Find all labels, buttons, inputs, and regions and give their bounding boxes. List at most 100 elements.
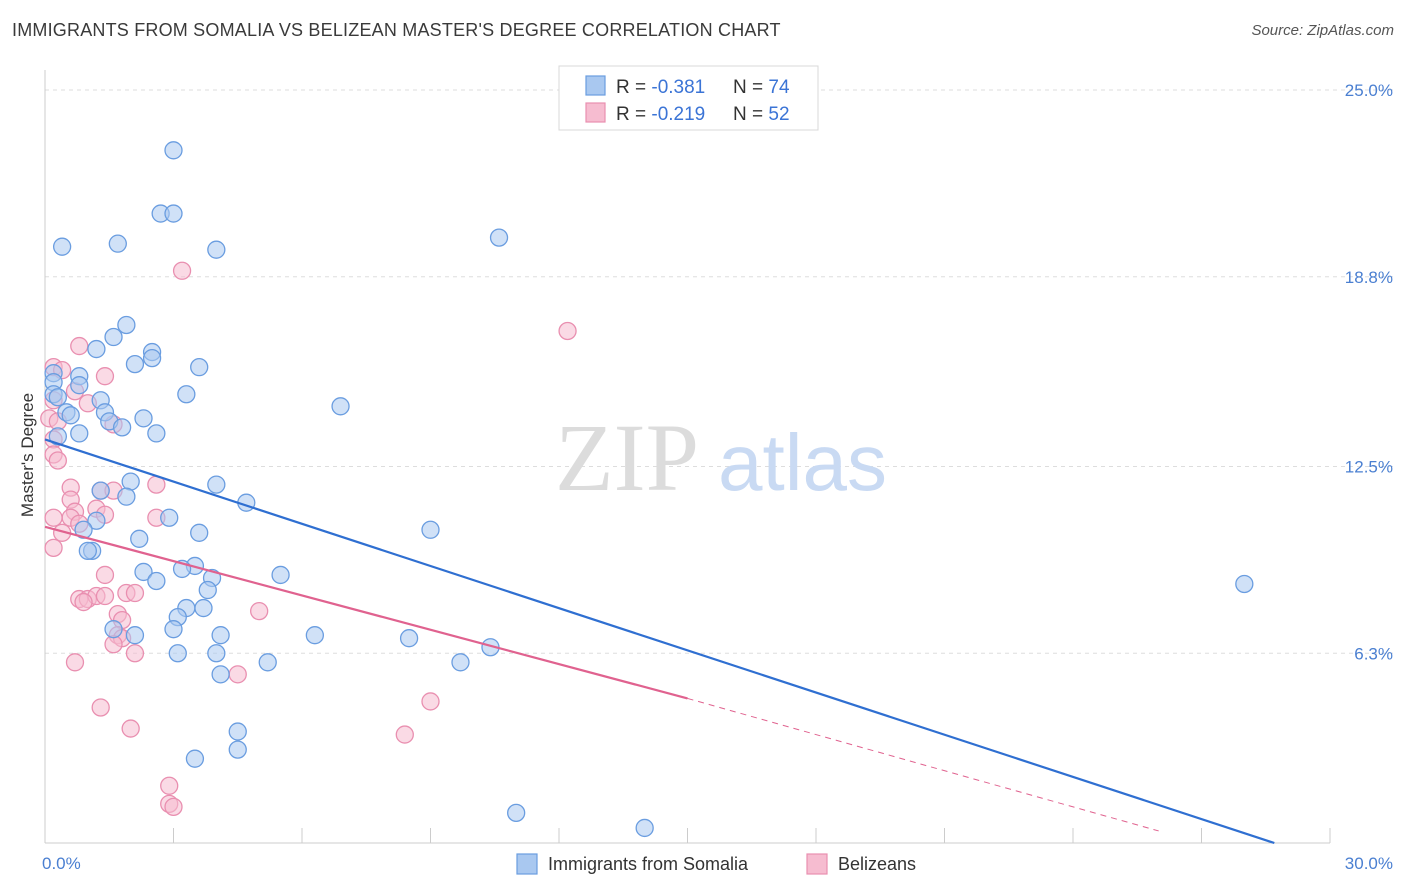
- point-somalia-65: [258, 653, 277, 672]
- bottom-legend: Immigrants from Somalia Belizeans: [516, 853, 916, 875]
- watermark: ZIP atlas: [555, 404, 887, 511]
- point-somalia-13: [190, 357, 209, 377]
- point-somalia-29: [70, 424, 89, 443]
- point-somalia-59: [125, 626, 145, 645]
- tick-labels: 6.3% 12.5% 18.8% 25.0% 0.0% 30.0%: [42, 81, 1393, 873]
- y-tick-label-1: 12.5%: [1345, 458, 1393, 477]
- legend-swatch-somalia: [585, 75, 606, 96]
- point-somalia-6: [489, 228, 509, 247]
- point-somalia-58: [211, 626, 230, 645]
- svg-text:R = -0.219: R = -0.219: [616, 104, 705, 125]
- point-belizean-50: [160, 776, 179, 795]
- x-tick-label-1: 30.0%: [1345, 854, 1393, 873]
- point-somalia-4: [52, 237, 72, 256]
- trend-line-belizeans: [44, 525, 688, 700]
- point-somalia-64: [207, 644, 226, 663]
- point-somalia-2: [164, 204, 183, 223]
- point-somalia-37: [160, 508, 179, 527]
- y-tick-label-3: 25.0%: [1345, 81, 1393, 100]
- point-belizean-6: [95, 367, 115, 386]
- point-somalia-5: [207, 240, 226, 259]
- point-belizean-48: [121, 719, 140, 738]
- point-somalia-70: [185, 749, 205, 768]
- legend-n-value-1: 74: [768, 77, 790, 98]
- legend-n-label-2: N =: [733, 104, 768, 125]
- chart-title: IMMIGRANTS FROM SOMALIA VS BELIZEAN MAST…: [12, 20, 781, 40]
- bottom-legend-label-belizeans: Belizeans: [838, 854, 916, 874]
- point-somalia-26: [134, 409, 153, 428]
- data-points: [40, 141, 1254, 838]
- source-label: Source: ZipAtlas.com: [1251, 22, 1394, 39]
- point-belizean-2: [70, 336, 89, 356]
- point-somalia-72: [635, 818, 654, 838]
- point-somalia-71: [507, 803, 526, 823]
- point-somalia-47: [134, 562, 153, 582]
- point-somalia-34: [91, 481, 110, 500]
- point-somalia-41: [190, 523, 209, 542]
- point-belizean-29: [95, 565, 115, 585]
- point-belizean-47: [91, 698, 110, 717]
- point-belizean-28: [44, 538, 63, 557]
- point-somalia-32: [121, 472, 140, 491]
- point-somalia-52: [1235, 574, 1254, 594]
- point-somalia-50: [147, 571, 166, 591]
- legend-r-value-1: -0.381: [651, 77, 705, 98]
- y-tick-label-0: 6.3%: [1354, 644, 1393, 663]
- point-somalia-19: [48, 388, 67, 407]
- point-somalia-42: [130, 529, 149, 548]
- point-somalia-22: [331, 397, 350, 416]
- point-somalia-66: [451, 653, 470, 672]
- point-somalia-9: [87, 339, 106, 359]
- point-somalia-40: [74, 520, 93, 539]
- watermark-atlas: atlas: [718, 418, 887, 507]
- point-somalia-38: [87, 511, 106, 530]
- bottom-legend-swatch-belizeans: [806, 853, 828, 875]
- point-somalia-31: [48, 427, 67, 446]
- legend-r-label-1: R =: [616, 77, 651, 98]
- point-somalia-39: [421, 520, 440, 539]
- point-somalia-60: [305, 626, 325, 645]
- point-belizean-45: [228, 665, 247, 684]
- point-somalia-61: [399, 629, 419, 648]
- legend-n-value-2: 52: [768, 104, 789, 125]
- point-somalia-44: [78, 541, 97, 561]
- point-somalia-57: [164, 620, 183, 639]
- point-belizean-43: [125, 644, 145, 663]
- point-somalia-35: [117, 487, 136, 506]
- watermark-zip: ZIP: [555, 404, 699, 511]
- point-somalia-8: [104, 327, 123, 347]
- point-somalia-30: [147, 424, 166, 443]
- point-somalia-69: [228, 740, 247, 759]
- point-somalia-56: [104, 620, 123, 639]
- trend-line-somalia: [44, 438, 1275, 845]
- trend-lines: [44, 438, 1275, 845]
- legend-r-label-2: R =: [616, 104, 651, 125]
- svg-text:N = 74: N = 74: [733, 77, 790, 98]
- point-somalia-51: [198, 580, 217, 600]
- point-belizean-33: [95, 586, 115, 606]
- point-belizean-25: [44, 508, 63, 527]
- point-somalia-17: [70, 376, 89, 395]
- point-belizean-52: [164, 797, 183, 817]
- point-somalia-28: [112, 418, 132, 437]
- legend-r-value-2: -0.219: [651, 104, 705, 125]
- trend-extension-belizeans: [687, 697, 1159, 832]
- point-somalia-0: [164, 141, 183, 160]
- bottom-legend-swatch-somalia: [516, 853, 538, 875]
- point-somalia-7: [117, 315, 136, 335]
- point-belizean-0: [172, 261, 192, 280]
- point-belizean-1: [558, 321, 577, 341]
- point-somalia-3: [108, 234, 127, 253]
- point-somalia-12: [125, 354, 145, 374]
- point-somalia-11: [142, 348, 162, 368]
- legend-n-label-1: N =: [733, 77, 768, 98]
- point-belizean-35: [125, 583, 145, 603]
- point-somalia-48: [271, 565, 290, 585]
- point-belizean-44: [65, 653, 85, 672]
- point-belizean-36: [74, 592, 93, 612]
- point-somalia-24: [61, 406, 80, 425]
- point-somalia-68: [228, 722, 247, 741]
- point-somalia-54: [194, 598, 213, 618]
- y-tick-label-2: 18.8%: [1345, 268, 1393, 287]
